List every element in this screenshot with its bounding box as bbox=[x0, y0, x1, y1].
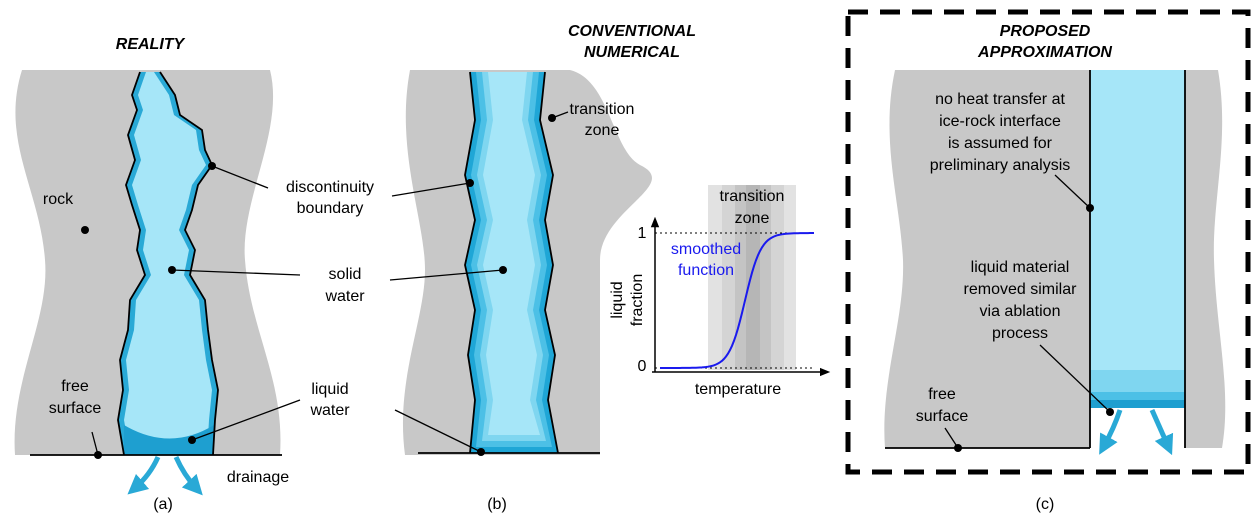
title: REALITY bbox=[116, 36, 186, 53]
label: surface bbox=[916, 408, 969, 425]
label: process bbox=[992, 325, 1048, 342]
label: removed similar bbox=[964, 281, 1078, 298]
label: preliminary analysis bbox=[930, 157, 1071, 174]
melt-zone bbox=[1090, 392, 1185, 400]
label: surface bbox=[49, 400, 102, 417]
drain-arrow bbox=[176, 457, 196, 488]
tick-label: 1 bbox=[638, 225, 647, 242]
label: transition bbox=[720, 188, 785, 205]
title: CONVENTIONAL bbox=[568, 23, 696, 40]
y-label: liquid bbox=[609, 281, 626, 318]
shapes bbox=[15, 12, 1248, 488]
label: rock bbox=[43, 191, 74, 208]
curve-label: function bbox=[678, 262, 734, 279]
drain-arrow bbox=[135, 457, 158, 488]
label: free bbox=[928, 386, 956, 403]
label: ice-rock interface bbox=[939, 113, 1061, 130]
title: PROPOSED bbox=[1000, 23, 1091, 40]
label: solid bbox=[329, 266, 362, 283]
label: via ablation bbox=[980, 303, 1061, 320]
label: drainage bbox=[227, 469, 289, 486]
y-label: fraction bbox=[629, 274, 646, 326]
label: water bbox=[324, 288, 365, 305]
ice-c bbox=[1090, 70, 1185, 405]
label: free bbox=[61, 378, 89, 395]
title: APPROXIMATION bbox=[977, 44, 1112, 61]
label: water bbox=[309, 402, 350, 419]
curve-label: smoothed bbox=[671, 241, 741, 258]
label: zone bbox=[585, 122, 620, 139]
melt-zone bbox=[1090, 370, 1185, 392]
label: no heat transfer at bbox=[935, 91, 1065, 108]
rock-c-right bbox=[1185, 70, 1225, 448]
x-label: temperature bbox=[695, 381, 781, 398]
label: discontinuity bbox=[286, 179, 374, 196]
caption: (b) bbox=[487, 496, 507, 513]
tick-label: 0 bbox=[638, 358, 647, 375]
caption: (a) bbox=[153, 496, 173, 513]
label: zone bbox=[735, 210, 770, 227]
caption: (c) bbox=[1036, 496, 1055, 513]
figure: REALITY rock free surface drainage (a) d… bbox=[0, 0, 1257, 516]
label: is assumed for bbox=[948, 135, 1053, 152]
drain-arrow bbox=[1152, 410, 1168, 446]
label: liquid bbox=[311, 381, 348, 398]
label: boundary bbox=[297, 200, 364, 217]
label: liquid material bbox=[971, 259, 1070, 276]
label: transition bbox=[570, 101, 635, 118]
title: NUMERICAL bbox=[584, 44, 680, 61]
